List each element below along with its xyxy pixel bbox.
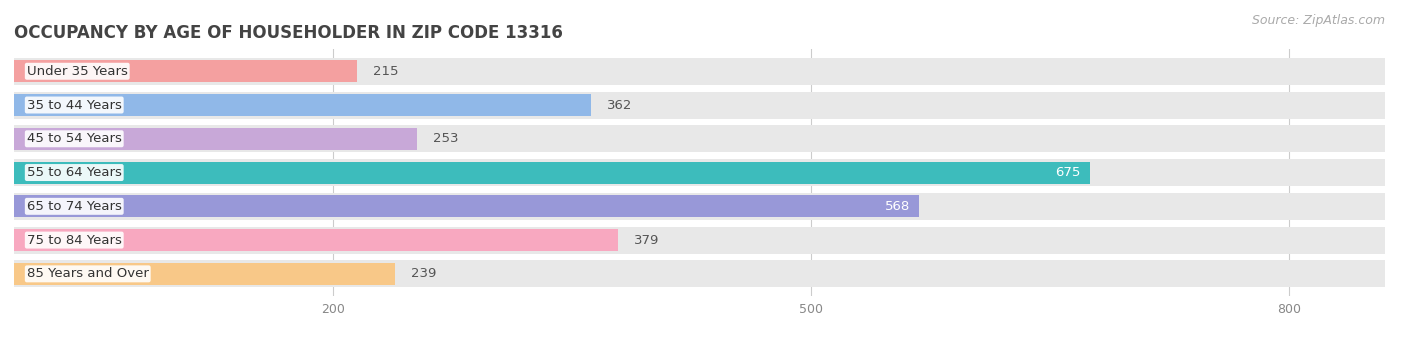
Bar [14,159,1385,186]
Text: 45 to 54 Years: 45 to 54 Years [27,132,122,145]
Text: Under 35 Years: Under 35 Years [27,65,128,78]
Bar [14,226,1385,254]
Bar [14,58,1385,85]
Text: 75 to 84 Years: 75 to 84 Years [27,234,122,246]
Text: 55 to 64 Years: 55 to 64 Years [27,166,122,179]
Text: 379: 379 [634,234,659,246]
Text: 85 Years and Over: 85 Years and Over [27,267,149,280]
Text: 239: 239 [411,267,436,280]
Bar [14,128,418,150]
Text: 65 to 74 Years: 65 to 74 Years [27,200,122,213]
Text: OCCUPANCY BY AGE OF HOUSEHOLDER IN ZIP CODE 13316: OCCUPANCY BY AGE OF HOUSEHOLDER IN ZIP C… [14,24,562,42]
Bar [14,193,1385,220]
Bar [14,60,357,82]
Bar [14,162,1090,184]
Text: 568: 568 [884,200,910,213]
Bar [14,195,920,217]
Bar [14,263,395,285]
Bar [14,229,619,251]
Bar [14,94,591,116]
Text: 362: 362 [607,99,633,112]
Text: 253: 253 [433,132,458,145]
Text: 215: 215 [373,65,398,78]
Bar [14,125,1385,152]
Text: Source: ZipAtlas.com: Source: ZipAtlas.com [1251,14,1385,27]
Bar [14,260,1385,287]
Bar [14,91,1385,119]
Text: 35 to 44 Years: 35 to 44 Years [27,99,122,112]
Text: 675: 675 [1054,166,1080,179]
